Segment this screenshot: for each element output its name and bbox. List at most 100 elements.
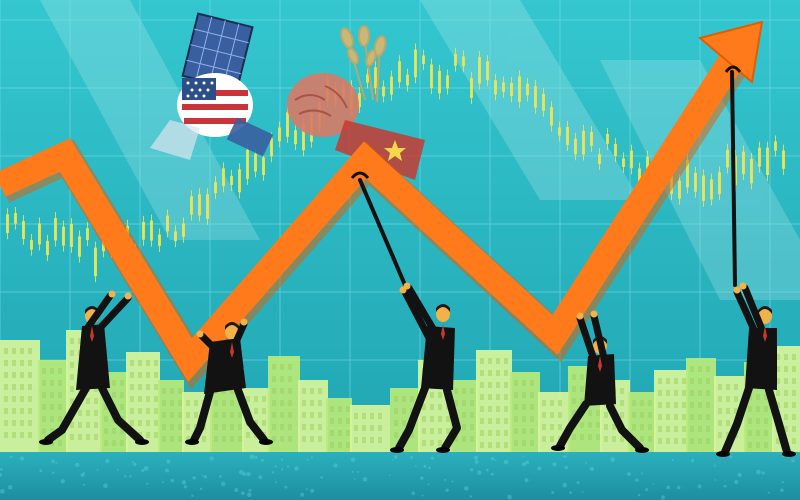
candlestick [510,76,513,103]
pulling-worker-icon [716,282,796,457]
skyline-building [326,398,352,452]
candlestick [22,215,25,245]
candlestick [542,87,545,117]
candlestick [414,43,417,84]
pulling-worker-icon [390,282,461,453]
candlestick [78,230,81,263]
candlestick [710,173,713,206]
candlestick [286,106,289,143]
candlestick [374,61,377,95]
candlestick [694,166,697,198]
candlestick [198,188,201,222]
skyline-building [298,380,328,452]
candlestick [246,143,249,185]
candlestick [14,207,17,230]
candlestick [606,128,609,150]
trend-arrow-icon [0,20,764,390]
candlestick [278,121,281,148]
candlestick [502,76,505,98]
solar-panel-icon [181,12,254,91]
candlestick [774,135,777,157]
candlestick [598,148,601,170]
candlestick [742,145,745,180]
candlestick-background [6,43,785,283]
candlestick [558,121,561,142]
skyline-building [476,350,512,452]
candlestick [294,124,297,151]
candlestick [190,190,193,221]
candlestick [702,169,705,207]
candlestick [382,80,385,103]
candlestick [486,55,489,87]
candlestick [478,51,481,90]
wheat-icon [340,25,387,103]
us-flag-fist-icon [150,12,274,160]
candlestick [582,124,585,161]
candlestick [70,218,73,253]
candlestick [142,215,145,246]
skyline-building [654,370,688,452]
candlestick [46,234,49,262]
candlestick [718,166,721,201]
candlestick [358,87,361,114]
candlestick [462,50,465,73]
candlestick [446,69,449,95]
candlestick [678,174,681,205]
candlestick [38,217,41,251]
candlestick [230,169,233,191]
candlestick [158,228,161,252]
skyline-building [268,356,300,452]
candlestick [214,176,217,200]
workers-group [39,282,796,457]
china-flag-fist-icon [287,25,425,180]
pulling-worker-icon [39,290,149,445]
skyline-building [0,340,40,452]
candlestick [750,152,753,190]
chart-grid [0,0,800,452]
candlestick [494,74,497,101]
candlestick [470,72,473,104]
candlestick [438,64,441,100]
candlestick [390,70,393,101]
skyline-building [350,405,390,452]
ground [0,452,800,500]
candlestick [518,70,521,108]
candlestick [766,141,769,181]
candlestick [526,77,529,102]
candlestick [758,141,761,173]
candlestick [30,233,33,256]
candlestick [422,49,425,71]
candlestick [566,120,569,151]
candlestick [406,68,409,92]
pulling-worker-icon [551,310,649,453]
candlestick [86,222,89,247]
candlestick [166,209,169,238]
candlestick [574,132,577,161]
skyline-building [686,358,716,452]
candlestick [630,144,633,175]
candlestick [366,68,369,89]
candlestick [782,144,785,175]
candlestick [430,58,433,95]
candlestick [174,225,177,248]
candlestick [150,214,153,247]
candlestick [62,220,65,252]
candlestick [262,151,265,181]
skyline-building [158,380,184,452]
candlestick [206,188,209,225]
candlestick [238,163,241,199]
candlestick [622,152,625,173]
candlestick [534,79,537,114]
ropes [358,70,737,287]
candlestick [590,125,593,152]
ground-texture [0,454,795,500]
candlestick [614,137,617,163]
candlestick [550,101,553,132]
candlestick [6,208,9,240]
candlestick [454,47,457,72]
pulling-worker-icon [185,318,273,445]
candlestick [222,162,225,193]
candlestick [54,212,57,247]
skyline-building [510,372,540,452]
